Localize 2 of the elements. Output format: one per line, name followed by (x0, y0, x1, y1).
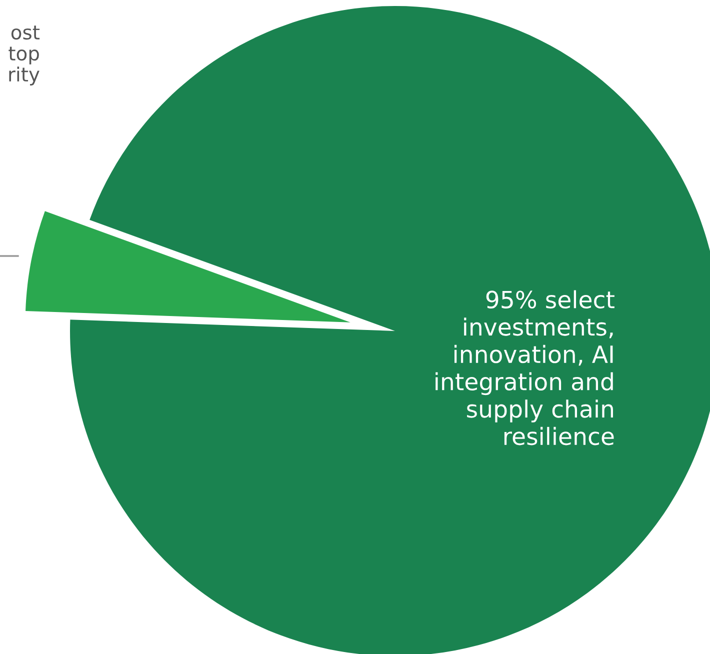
text: 95% select investments, innovation, AI integration and supply chain resilience (436, 290, 614, 446)
text: ost top rity (8, 26, 40, 86)
